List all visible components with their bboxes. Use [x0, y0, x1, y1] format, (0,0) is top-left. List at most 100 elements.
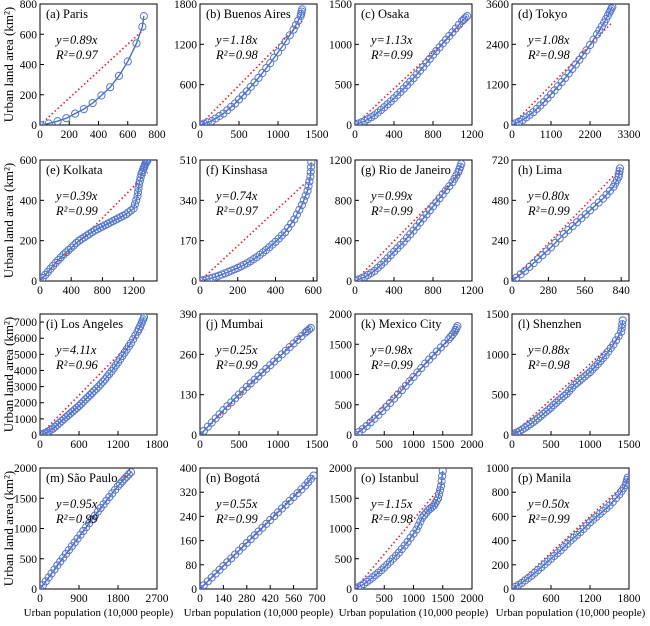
data-point: [374, 568, 383, 577]
fit-r2: R²=0.99: [370, 358, 413, 372]
y-tick-label: 800: [20, 0, 38, 11]
y-tick-label: 0: [346, 584, 352, 596]
data-point: [438, 468, 447, 476]
data-point: [539, 409, 548, 419]
chart-panel: 0 600 1200 1800 0 1000 2000 3000 4000 5000 6000 700…: [14, 313, 169, 451]
chart-panel: 0 500 1000 1500 2000 0 500 1000 1500 2000 (o) Ista…: [329, 463, 484, 605]
y-axis-title: Urban land area (km²): [1, 7, 16, 122]
y-tick-label: 1500: [486, 309, 509, 321]
data-point: [438, 471, 447, 481]
data-point: [615, 167, 624, 176]
fit-r2: R²=0.98: [370, 512, 413, 526]
plot-frame: [511, 467, 630, 590]
y-tick-label: 200: [20, 236, 38, 248]
data-point: [94, 382, 103, 391]
x-tick-label: 2700: [146, 593, 169, 605]
x-tick-label: 1500: [618, 439, 641, 451]
data-point: [266, 59, 275, 68]
fit-line: [512, 168, 621, 281]
data-point: [42, 428, 51, 435]
y-tick-label: 260: [180, 349, 198, 361]
data-point: [106, 83, 115, 92]
data-point: [118, 477, 127, 486]
data-point: [292, 210, 301, 219]
panel-title: (e) Kolkata: [46, 163, 103, 177]
data-point: [67, 243, 76, 252]
x-tick-label: 140: [215, 593, 233, 605]
data-point: [97, 91, 106, 100]
plot-frame: [354, 159, 473, 282]
plot-frame: [39, 3, 158, 126]
x-tick-label: 1200: [107, 439, 130, 451]
data-point: [44, 119, 53, 125]
y-tick-label: 240: [180, 511, 198, 523]
fit-r2: R²=0.99: [55, 512, 98, 526]
data-point: [273, 48, 283, 57]
y-tick-label: 600: [492, 511, 510, 523]
x-tick-label: 3300: [618, 129, 641, 141]
data-line: [40, 316, 145, 435]
data-point: [306, 163, 316, 172]
data-point: [412, 525, 421, 534]
x-tick-label: 600: [542, 593, 560, 605]
x-axis-title: Urban population (10,000 people): [184, 607, 334, 619]
data-point: [200, 276, 208, 281]
data-point: [557, 394, 566, 403]
y-tick-label: 390: [180, 309, 198, 321]
fit-equation: y=0.55x: [214, 497, 258, 511]
data-point: [83, 393, 92, 402]
x-tick-label: 800: [424, 285, 442, 297]
chart-panel: 0 400 800 1200 0 200 400 600 (e) Kolkata y=0.39xR…: [20, 155, 158, 297]
y-tick-label: 400: [492, 536, 510, 548]
y-tick-label: 7000: [14, 317, 37, 329]
panel-title: (j) Mumbai: [206, 317, 264, 331]
data-point: [416, 517, 425, 526]
data-line: [512, 320, 624, 435]
data-point: [53, 117, 62, 125]
y-tick-label: 1500: [329, 493, 352, 505]
data-line: [40, 471, 132, 589]
y-tick-label: 500: [335, 554, 353, 566]
fit-r2: R²=0.99: [55, 204, 98, 218]
panel-title: (l) Shenzhen: [518, 317, 582, 331]
y-tick-label: 0: [191, 276, 197, 288]
plot-frame: [511, 3, 630, 126]
x-tick-label: 0: [352, 593, 358, 605]
chart-panel: 0 200 400 600 800 0 200 400 600 800 (a) Paris y=0.8…: [20, 0, 166, 141]
y-tick-label: 0: [191, 120, 197, 132]
y-axis-title: Urban land area (km²): [1, 163, 16, 278]
x-tick-label: 0: [197, 285, 203, 297]
y-tick-label: 600: [180, 80, 198, 92]
data-point: [609, 340, 618, 349]
x-tick-label: 1000: [402, 439, 425, 451]
data-point: [575, 376, 584, 385]
data-point: [285, 31, 294, 40]
data-line: [355, 163, 462, 281]
y-tick-label: 2000: [329, 463, 352, 475]
data-point: [200, 119, 208, 125]
data-point: [59, 250, 68, 259]
x-tick-label: 2000: [461, 593, 484, 605]
x-tick-label: 400: [385, 129, 403, 141]
data-point: [139, 12, 148, 21]
data-point: [531, 416, 540, 425]
x-tick-label: 200: [61, 129, 79, 141]
data-point: [126, 206, 136, 215]
fit-equation: y=0.89x: [54, 33, 98, 47]
chart-panel: 0 1100 2200 3300 0 1200 2400 3600 (d) Tokyo y=1.0…: [486, 0, 641, 141]
data-point: [307, 160, 316, 167]
data-point: [552, 398, 561, 407]
x-axis-title: Urban population (10,000 people): [496, 607, 646, 619]
data-point: [143, 160, 152, 165]
x-tick-label: 500: [230, 129, 248, 141]
chart-panel: 0 600 1200 1800 0 200 400 600 800 1000 (p) Manila y…: [486, 463, 641, 605]
x-tick-label: 280: [238, 593, 256, 605]
data-line: [355, 325, 459, 435]
data-point: [528, 418, 537, 427]
x-tick-label: 1000: [402, 593, 425, 605]
data-point: [461, 13, 470, 22]
data-point: [72, 238, 81, 248]
data-point: [309, 471, 317, 480]
data-point: [298, 5, 307, 14]
